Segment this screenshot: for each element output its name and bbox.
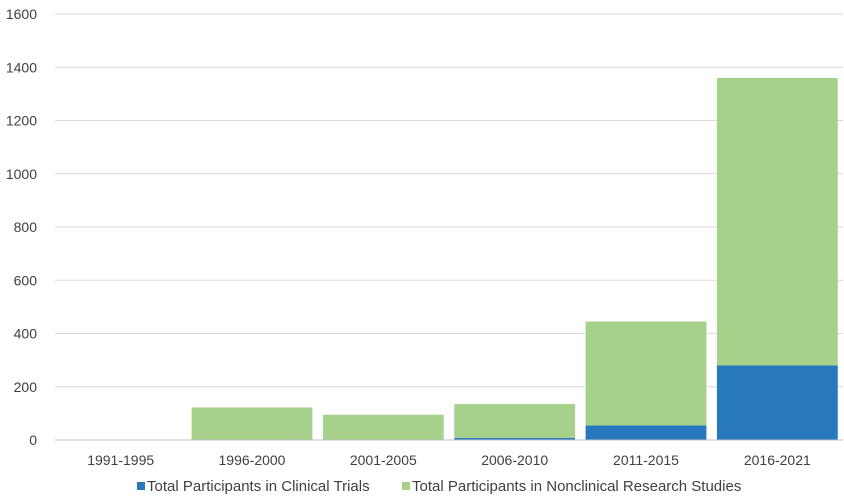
x-tick-label: 1996-2000 [219, 452, 286, 468]
bar-clinical-trials-2016-2021 [716, 365, 838, 440]
x-tick-label: 2001-2005 [350, 452, 417, 468]
bar-nonclinical-studies-1996-2000 [191, 407, 313, 440]
bar-clinical-trials-2006-2010 [454, 437, 576, 440]
y-tick-label: 800 [14, 219, 38, 235]
y-tick-label: 400 [14, 326, 38, 342]
y-tick-label: 600 [14, 272, 38, 288]
gridlines [55, 13, 843, 388]
legend-swatch [402, 482, 410, 490]
y-tick-label: 1400 [6, 59, 37, 75]
x-tick-label: 2006-2010 [481, 452, 548, 468]
y-tick-label: 1200 [6, 113, 37, 129]
bars [191, 77, 838, 440]
x-tick-label: 2011-2015 [613, 452, 679, 468]
legend-label: Total Participants in Nonclinical Resear… [412, 478, 741, 495]
y-tick-label: 1000 [6, 166, 37, 182]
x-tick-label: 1991-1995 [87, 452, 154, 468]
x-tick-label: 2016-2021 [744, 452, 811, 468]
x-axis-tick-labels: 1991-1995 1996-2000 2001-2005 2006-2010 2011… [87, 452, 811, 468]
y-tick-label: 200 [14, 379, 38, 395]
bar-clinical-trials-2011-2015 [585, 425, 707, 440]
legend: Total Participants in Clinical Trials Tot… [137, 478, 741, 495]
y-tick-label: 1600 [6, 6, 37, 22]
legend-label: Total Participants in Clinical Trials [147, 478, 370, 495]
bar-nonclinical-studies-2006-2010 [454, 404, 576, 438]
bar-nonclinical-studies-2001-2005 [322, 414, 444, 440]
legend-swatch [137, 482, 145, 490]
bar-nonclinical-studies-2011-2015 [585, 321, 707, 426]
y-tick-label: 0 [29, 432, 37, 448]
y-axis-tick-labels: 0 200 400 600 800 1000 1200 1400 1600 [6, 6, 37, 448]
bar-nonclinical-studies-2016-2021 [716, 77, 838, 366]
